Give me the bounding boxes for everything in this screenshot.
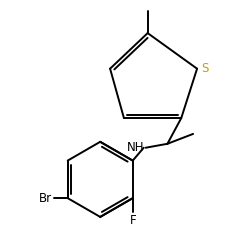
- Text: S: S: [201, 62, 208, 75]
- Text: NH: NH: [127, 141, 145, 154]
- Text: F: F: [129, 214, 136, 227]
- Text: Br: Br: [39, 192, 52, 205]
